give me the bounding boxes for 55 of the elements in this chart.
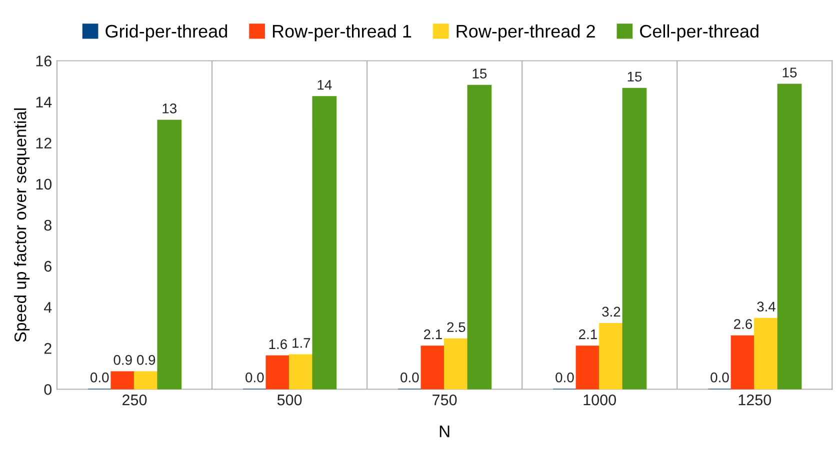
data-label: 15 [782,68,797,78]
y-tick-label: 4 [44,302,52,313]
bar [110,371,136,390]
legend-label: Grid-per-thread [106,24,228,42]
y-tick-label: 14 [36,96,52,108]
bar [730,335,756,390]
y-tick-label: 16 [36,56,52,66]
y-axis-title: Speed up factor over sequential [14,108,30,342]
bar [467,84,492,390]
data-label: 2.1 [424,329,442,340]
bar [444,338,468,390]
data-label: 0.0 [246,372,264,382]
data-label: 2.6 [734,319,752,329]
x-tick-label: 500 [277,394,302,406]
y-tick-label: 0 [44,384,52,395]
x-tick-label: 1250 [738,394,772,406]
data-label: 3.4 [757,302,776,312]
data-label: 3.2 [602,306,620,317]
data-label: 0.0 [400,372,419,382]
bar [157,120,182,390]
data-label: 1.7 [292,338,310,348]
data-label: 0.0 [90,372,109,382]
x-axis-title: N [440,426,450,438]
x-tick-label: 250 [122,394,147,406]
bar [312,96,337,390]
bar [420,346,446,390]
data-label: 0.0 [556,372,574,382]
legend-label: Row-per-thread 2 [456,24,595,42]
bar [288,354,314,390]
y-tick-label: 8 [44,220,52,231]
bar [134,371,158,390]
data-label: 15 [472,68,487,78]
data-label: 14 [318,80,332,90]
bar [599,322,624,390]
data-label: 0.9 [137,355,156,365]
y-tick-label: 10 [36,178,52,190]
data-label: 0.0 [710,372,729,382]
legend-label: Row-per-thread 1 [272,24,412,42]
data-label: 1.6 [269,339,287,350]
bar [777,84,802,390]
data-label: 15 [628,72,642,82]
data-label: 2.1 [579,329,597,340]
x-tick-label: 750 [432,394,457,406]
bar [622,88,647,390]
legend-label: Cell-per-thread [640,24,758,42]
data-label: 0.9 [114,355,132,365]
y-tick-label: 12 [36,138,52,148]
data-label: 13 [162,104,176,114]
bar [754,318,778,390]
data-label: 2.5 [447,322,466,332]
bar [266,355,290,390]
y-tick-label: 6 [44,260,52,272]
bar [576,346,600,390]
x-tick-label: 1000 [584,394,616,406]
y-tick-label: 2 [44,343,52,354]
